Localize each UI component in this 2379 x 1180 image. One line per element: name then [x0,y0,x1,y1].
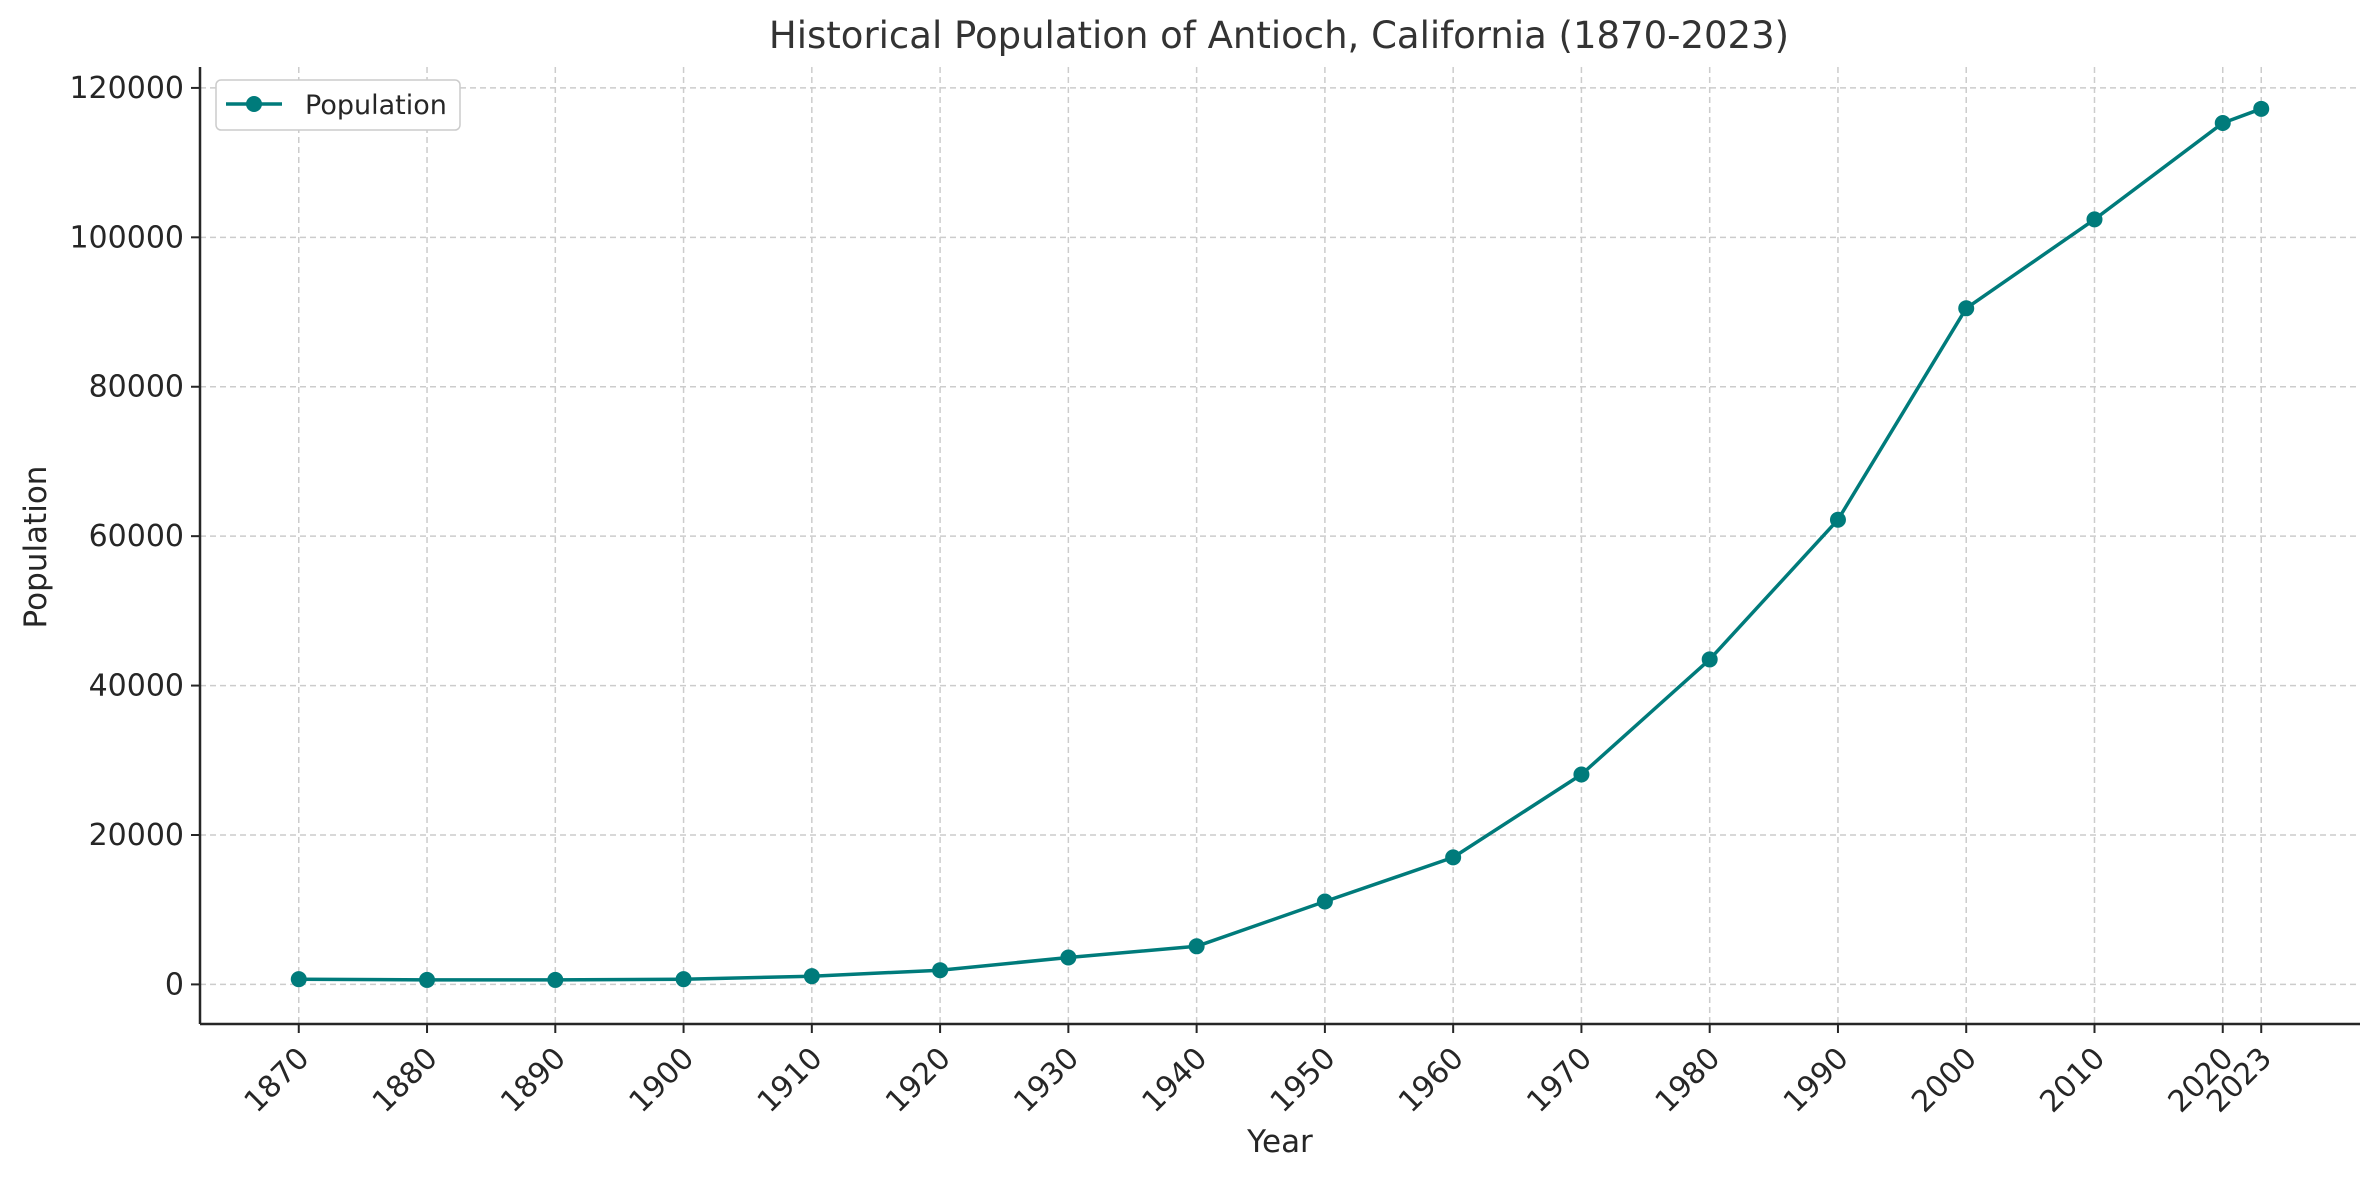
x-tick-label: 2010 [2033,1041,2112,1120]
data-point [547,971,564,988]
data-point [290,971,307,988]
data-point [675,971,692,988]
data-point [2086,211,2103,228]
data-point [803,968,820,985]
data-point [1188,938,1205,955]
x-tick-label: 1940 [1136,1041,1215,1120]
y-ticks: 0 20000 40000 60000 80000 100000 120000 [69,71,200,1002]
data-point [1316,893,1333,910]
y-tick-label: 60000 [89,519,184,554]
x-tick-label: 1930 [1007,1041,1086,1120]
data-point [1573,766,1590,783]
x-tick-label: 1990 [1777,1041,1856,1120]
x-tick-label: 1890 [494,1041,573,1120]
x-tick-label: 1870 [238,1041,317,1120]
x-tick-label: 1960 [1392,1041,1471,1120]
y-axis-title: Population [18,466,54,629]
legend-marker-swatch [246,96,262,112]
x-tick-label: 2000 [1905,1041,1984,1120]
data-point [932,962,949,979]
x-ticks: 1870 1880 1890 1900 1910 1920 1930 1940 1950 1960… [238,1024,2279,1120]
data-point [1701,651,1718,668]
x-tick-label: 1970 [1520,1041,1599,1120]
legend: Population [215,79,461,131]
x-tick-label: 1950 [1264,1041,1343,1120]
data-point [2253,100,2270,117]
axes [198,67,2360,1026]
gridlines [200,67,2360,1024]
legend-label: Population [305,90,447,121]
x-tick-label: 1900 [622,1041,701,1120]
y-tick-label: 0 [165,967,184,1002]
data-point [419,971,436,988]
data-point [1445,849,1462,866]
y-tick-label: 40000 [89,669,184,704]
chart-title: Historical Population of Antioch, Califo… [769,14,1789,57]
x-tick-label: 1920 [879,1041,958,1120]
data-point [1060,949,1077,966]
data-point [2214,115,2231,132]
x-tick-label: 1880 [366,1041,445,1120]
legend-box [215,79,461,131]
series-population [290,100,2270,988]
data-point [1958,300,1975,317]
y-tick-label: 20000 [89,818,184,853]
y-tick-label: 120000 [69,71,184,106]
y-tick-label: 80000 [89,370,184,405]
y-tick-label: 100000 [69,220,184,255]
x-tick-label: 1910 [751,1041,830,1120]
x-tick-label: 1980 [1649,1041,1728,1120]
data-point [1829,511,1846,528]
x-axis-title: Year [1246,1124,1313,1160]
